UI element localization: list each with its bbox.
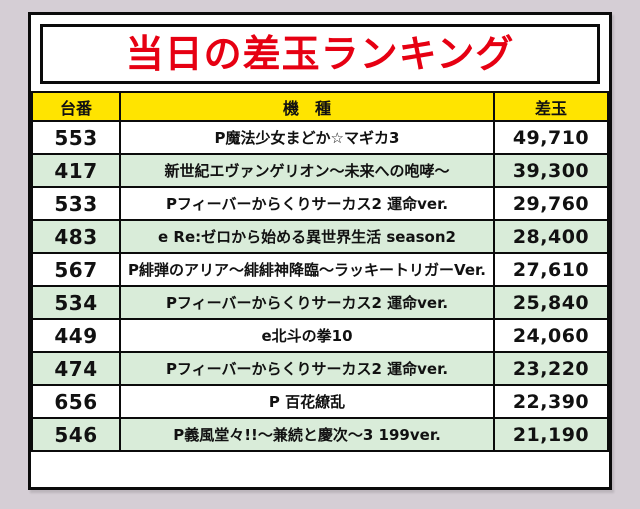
diff-value-cell: 22,390 [493,384,609,419]
machine-number-cell: 567 [31,252,121,287]
ranking-board: 当日の差玉ランキング 台番 機 種 差玉 553 P魔法少女まどか☆マギカ3 4… [28,12,612,490]
diff-value-cell: 27,610 [493,252,609,287]
ranking-table: 台番 機 種 差玉 553 P魔法少女まどか☆マギカ3 49,710 417 新… [31,91,609,452]
table-row: 483 e Re:ゼロから始める異世界生活 season2 28,400 [31,219,609,254]
diff-value-cell: 25,840 [493,285,609,320]
machine-number-cell: 449 [31,318,121,353]
diff-value-cell: 29,760 [493,186,609,221]
machine-number-cell: 534 [31,285,121,320]
table-row: 534 Pフィーバーからくりサーカス2 運命ver. 25,840 [31,285,609,320]
machine-name-cell: Pフィーバーからくりサーカス2 運命ver. [119,351,495,386]
machine-name-cell: Pフィーバーからくりサーカス2 運命ver. [119,186,495,221]
diff-value-cell: 28,400 [493,219,609,254]
col-header-machine-name: 機 種 [119,91,495,122]
machine-name-cell: e北斗の拳10 [119,318,495,353]
machine-name-cell: P 百花繚乱 [119,384,495,419]
diff-value-cell: 49,710 [493,120,609,155]
table-row: 567 P緋弾のアリア～緋緋神降臨～ラッキートリガーVer. 27,610 [31,252,609,287]
diff-value-cell: 39,300 [493,153,609,188]
diff-value-cell: 21,190 [493,417,609,452]
machine-name-cell: Pフィーバーからくりサーカス2 運命ver. [119,285,495,320]
machine-name-cell: 新世紀エヴァンゲリオン～未来への咆哮～ [119,153,495,188]
machine-name-cell: P魔法少女まどか☆マギカ3 [119,120,495,155]
machine-number-cell: 417 [31,153,121,188]
machine-number-cell: 474 [31,351,121,386]
machine-number-cell: 533 [31,186,121,221]
table-header-row: 台番 機 種 差玉 [31,91,609,122]
table-row: 449 e北斗の拳10 24,060 [31,318,609,353]
table-row: 474 Pフィーバーからくりサーカス2 運命ver. 23,220 [31,351,609,386]
table-row: 553 P魔法少女まどか☆マギカ3 49,710 [31,120,609,155]
machine-number-cell: 656 [31,384,121,419]
table-row: 656 P 百花繚乱 22,390 [31,384,609,419]
machine-name-cell: P緋弾のアリア～緋緋神降臨～ラッキートリガーVer. [119,252,495,287]
machine-number-cell: 483 [31,219,121,254]
machine-number-cell: 553 [31,120,121,155]
page-title: 当日の差玉ランキング [125,32,515,76]
title-box: 当日の差玉ランキング [40,24,600,84]
table-row: 533 Pフィーバーからくりサーカス2 運命ver. 29,760 [31,186,609,221]
diff-value-cell: 23,220 [493,351,609,386]
table-row: 546 P義風堂々!!～兼続と慶次～3 199ver. 21,190 [31,417,609,452]
col-header-diff: 差玉 [493,91,609,122]
machine-number-cell: 546 [31,417,121,452]
col-header-machine-number: 台番 [31,91,121,122]
diff-value-cell: 24,060 [493,318,609,353]
machine-name-cell: P義風堂々!!～兼続と慶次～3 199ver. [119,417,495,452]
table-row: 417 新世紀エヴァンゲリオン～未来への咆哮～ 39,300 [31,153,609,188]
machine-name-cell: e Re:ゼロから始める異世界生活 season2 [119,219,495,254]
